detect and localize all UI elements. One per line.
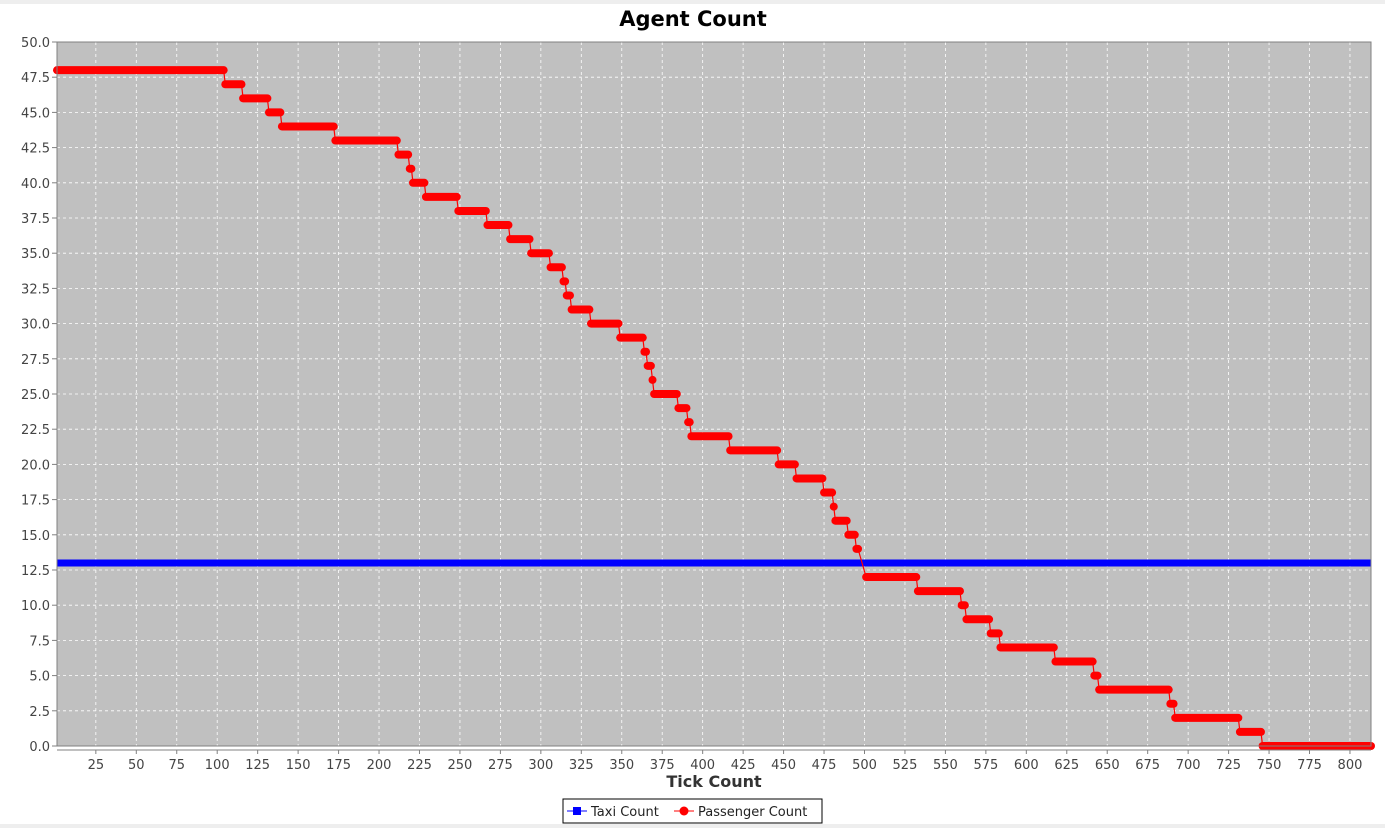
y-tick-label: 35.0 xyxy=(21,247,50,262)
legend-passenger-marker xyxy=(679,806,689,816)
x-tick-label: 750 xyxy=(1257,758,1282,773)
legend-passenger-label: Passenger Count xyxy=(698,805,807,820)
x-tick-label: 150 xyxy=(286,758,311,773)
x-tick-label: 25 xyxy=(88,758,105,773)
x-tick-label: 325 xyxy=(569,758,594,773)
y-tick-label: 17.5 xyxy=(21,494,50,509)
y-tick-label: 50.0 xyxy=(21,36,50,51)
x-tick-label: 500 xyxy=(852,758,877,773)
legend: Taxi Count Passenger Count xyxy=(562,798,823,824)
x-tick-label: 700 xyxy=(1176,758,1201,773)
x-tick-label: 450 xyxy=(771,758,796,773)
x-tick-label: 250 xyxy=(448,758,473,773)
x-tick-label: 575 xyxy=(973,758,998,773)
x-tick-label: 350 xyxy=(609,758,634,773)
x-tick-label: 400 xyxy=(690,758,715,773)
x-tick-label: 100 xyxy=(205,758,230,773)
y-tick-label: 40.0 xyxy=(21,177,50,192)
x-tick-label: 525 xyxy=(893,758,918,773)
x-tick-label: 125 xyxy=(245,758,270,773)
x-axis-title: Tick Count xyxy=(666,772,762,791)
y-tick-label: 42.5 xyxy=(21,142,50,157)
x-tick-label: 50 xyxy=(128,758,145,773)
y-tick-label: 32.5 xyxy=(21,282,50,297)
legend-taxi-label: Taxi Count xyxy=(590,805,659,820)
x-tick-label: 775 xyxy=(1297,758,1322,773)
x-tick-label: 275 xyxy=(488,758,513,773)
x-tick-label: 300 xyxy=(528,758,553,773)
axes: 25 50 75 100 125 150 175 200 225 250 275 300 325 350 3… xyxy=(21,36,1372,773)
y-tick-label: 22.5 xyxy=(21,423,50,438)
y-tick-label: 30.0 xyxy=(21,318,50,333)
y-tick-label: 47.5 xyxy=(21,71,50,86)
passenger-count-connector xyxy=(857,548,867,578)
x-tick-label: 425 xyxy=(731,758,756,773)
x-tick-label: 475 xyxy=(812,758,837,773)
grid-lines xyxy=(57,41,1371,747)
x-tick-label: 675 xyxy=(1135,758,1160,773)
x-tick-label: 800 xyxy=(1338,758,1363,773)
y-tick-label: 12.5 xyxy=(21,564,50,579)
chart-title: Agent Count xyxy=(619,7,767,31)
y-tick-label: 27.5 xyxy=(21,353,50,368)
y-tick-label: 15.0 xyxy=(21,529,50,544)
y-tick-label: 20.0 xyxy=(21,458,50,473)
y-tick-label: 10.0 xyxy=(21,599,50,614)
y-tick-label: 37.5 xyxy=(21,212,50,227)
x-tick-label: 550 xyxy=(933,758,958,773)
chart-svg: Agent Count 25 50 75 100 125 150 175 200 225 250 2… xyxy=(21,7,1375,824)
y-tick-label: 2.5 xyxy=(29,705,50,720)
x-tick-label: 75 xyxy=(168,758,185,773)
y-tick-label: 5.0 xyxy=(29,670,50,685)
x-tick-label: 175 xyxy=(326,758,351,773)
x-tick-label: 625 xyxy=(1054,758,1079,773)
x-tick-label: 225 xyxy=(407,758,432,773)
x-tick-label: 375 xyxy=(650,758,675,773)
x-tick-label: 200 xyxy=(367,758,392,773)
x-tick-label: 650 xyxy=(1095,758,1120,773)
chart-frame: Agent Count 25 50 75 100 125 150 175 200 225 250 2… xyxy=(0,4,1385,824)
y-tick-label: 7.5 xyxy=(29,634,50,649)
x-tick-label: 600 xyxy=(1014,758,1039,773)
y-tick-label: 25.0 xyxy=(21,388,50,403)
legend-taxi-marker xyxy=(573,807,581,815)
x-tick-label: 725 xyxy=(1216,758,1241,773)
y-tick-label: 0.0 xyxy=(29,740,50,755)
y-tick-label: 45.0 xyxy=(21,106,50,121)
